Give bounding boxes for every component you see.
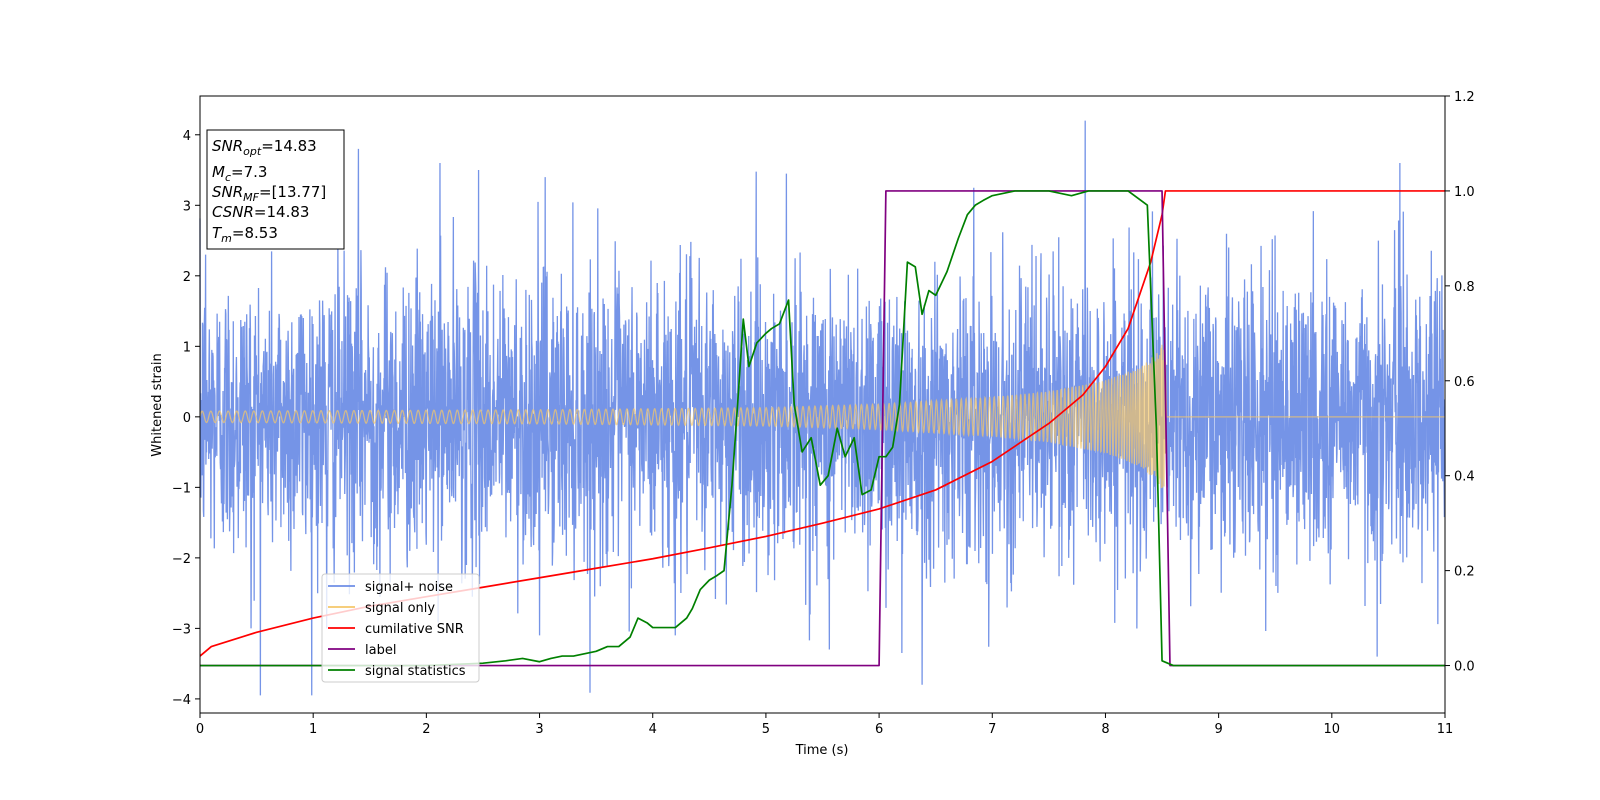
x-tick-label: 7 xyxy=(988,722,996,737)
info-box-frame xyxy=(206,129,345,250)
x-tick-label: 9 xyxy=(1214,722,1222,737)
y-tick-label: 2 xyxy=(183,270,191,285)
y2-tick-label: 0.6 xyxy=(1454,375,1475,390)
y-tick-label: −3 xyxy=(172,622,191,637)
legend-label: signal only xyxy=(365,601,435,616)
y-tick-label: 4 xyxy=(183,129,191,144)
y2-tick-label: 0.4 xyxy=(1454,470,1475,485)
y-axis-label: Whitened strain xyxy=(150,353,165,456)
info-value: =14.83 xyxy=(254,203,310,221)
x-tick-label: 8 xyxy=(1101,722,1109,737)
x-tick-label: 4 xyxy=(649,722,657,737)
info-line: CSNR=14.83 xyxy=(212,203,309,221)
x-axis: 0 1 2 3 4 5 6 7 8 9 10 11 xyxy=(196,713,1453,737)
y-tick-label: 3 xyxy=(183,199,191,214)
series-line-signal-statistics xyxy=(200,190,1445,667)
x-tick-label: 10 xyxy=(1324,722,1341,737)
y-tick-label: 0 xyxy=(183,411,191,426)
y-tick-label: 1 xyxy=(183,340,191,355)
info-line: SNRMF=[13.77] xyxy=(212,183,326,204)
info-value: =8.53 xyxy=(232,224,278,242)
info-name: SNR xyxy=(212,183,243,201)
y-axis: −4 −3 −2 −1 0 1 2 3 4 xyxy=(172,129,200,708)
y-tick-label: −2 xyxy=(172,552,191,567)
y2-tick-label: 0.8 xyxy=(1454,280,1475,295)
y2-tick-label: 0.2 xyxy=(1454,565,1475,580)
series-line-signal-only xyxy=(199,344,1445,489)
legend-label: signal+ noise xyxy=(365,580,453,595)
plot-frame xyxy=(199,95,1446,714)
info-value: =14.83 xyxy=(261,137,317,155)
x-tick-label: 3 xyxy=(535,722,543,737)
info-sub: c xyxy=(225,171,231,184)
y2-axis: 0.0 0.2 0.4 0.6 0.8 1.0 1.2 xyxy=(1445,90,1475,675)
info-sub: opt xyxy=(243,145,262,158)
y2-tick-label: 1.0 xyxy=(1454,185,1475,200)
legend-label: label xyxy=(365,643,396,658)
x-tick-label: 1 xyxy=(309,722,317,737)
y2-tick-label: 0.0 xyxy=(1454,660,1475,675)
y2-tick-label: 1.2 xyxy=(1454,90,1475,105)
info-name: M xyxy=(212,163,225,181)
info-name: T xyxy=(212,224,223,242)
info-sub: MF xyxy=(243,191,259,204)
series-line-signal-noise xyxy=(199,120,1446,696)
info-value: =[13.77] xyxy=(259,183,326,201)
x-tick-label: 5 xyxy=(762,722,770,737)
legend-frame xyxy=(321,573,480,683)
info-name: CSNR xyxy=(212,203,254,221)
legend-label: cumilative SNR xyxy=(365,622,464,637)
legend-label: signal statistics xyxy=(365,664,466,679)
info-value: =7.3 xyxy=(231,163,267,181)
x-tick-label: 6 xyxy=(875,722,883,737)
y-tick-label: −1 xyxy=(172,481,191,496)
y-tick-label: −4 xyxy=(172,693,191,708)
info-box: SNRopt=14.83Mc=7.3SNRMF=[13.77]CSNR=14.8… xyxy=(206,129,345,250)
x-tick-label: 11 xyxy=(1437,722,1454,737)
x-axis-label: Time (s) xyxy=(795,743,849,758)
info-name: SNR xyxy=(212,137,243,155)
info-line: Mc=7.3 xyxy=(212,163,267,184)
x-tick-label: 2 xyxy=(422,722,430,737)
x-tick-label: 0 xyxy=(196,722,204,737)
legend: signal+ noise signal only cumilative SNR la… xyxy=(321,573,480,683)
info-line: SNRopt=14.83 xyxy=(212,137,317,158)
info-sub: m xyxy=(221,232,232,245)
info-line: Tm=8.53 xyxy=(212,224,278,245)
